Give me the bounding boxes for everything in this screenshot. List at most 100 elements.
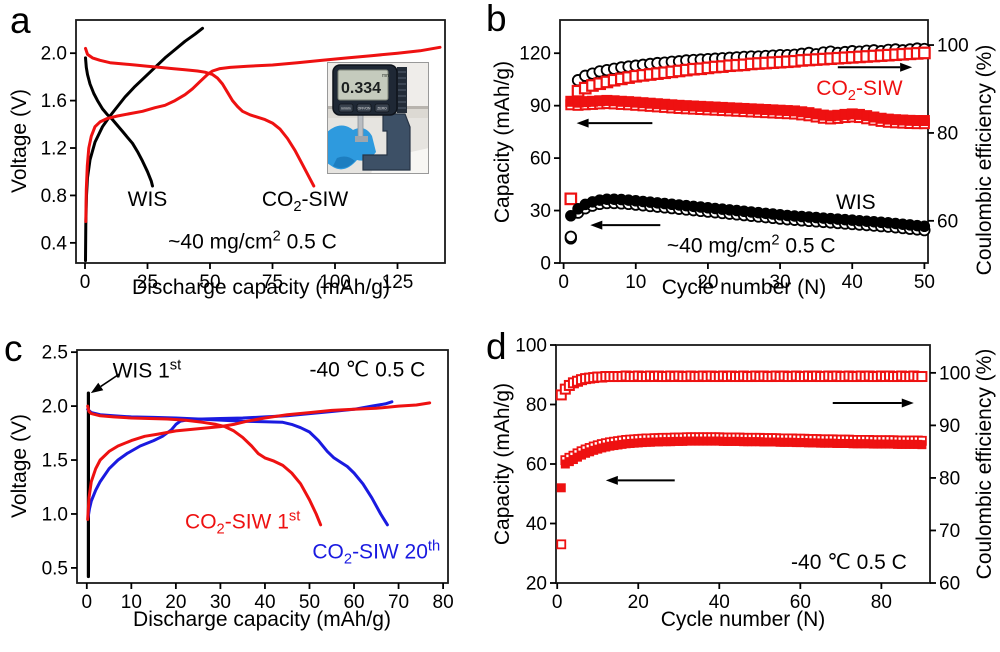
svg-text:60: 60	[530, 149, 551, 170]
svg-text:20: 20	[526, 574, 547, 595]
svg-text:40: 40	[254, 592, 275, 613]
panel-b-ylabel-right: Coulombic efficiency (%)	[973, 44, 996, 276]
panel-c-arrow	[90, 373, 121, 394]
panel-b-axes-box	[559, 19, 929, 264]
series-co2-siw-1st-discharge	[86, 404, 323, 527]
svg-text:60: 60	[343, 592, 364, 613]
panel-c-annotation-0: WIS 1st	[113, 357, 182, 382]
svg-text:1.0: 1.0	[42, 504, 68, 525]
panel-d-letter: d	[486, 326, 507, 367]
svg-text:80: 80	[871, 592, 892, 613]
svg-text:0: 0	[540, 254, 551, 275]
svg-text:1.2: 1.2	[41, 139, 67, 160]
svg-text:1.6: 1.6	[41, 91, 67, 112]
svg-text:90: 90	[939, 416, 960, 437]
panel-d-xlabel: Cycle number (N)	[660, 608, 826, 631]
gauge-button-offon	[356, 103, 372, 113]
gauge-button-zero	[374, 103, 390, 113]
svg-text:20: 20	[628, 592, 649, 613]
thickness-gauge: 0.334 mm in/mm OFF/ON ZERO	[332, 64, 411, 171]
series-wis-capacity-charge	[565, 193, 931, 233]
gauge-reading-unit: mm	[382, 73, 390, 79]
series-co2-siw-20th-discharge	[86, 407, 389, 527]
panel-a-annotation-0: WIS	[128, 188, 168, 211]
series-wis-discharge	[84, 56, 154, 188]
panel-a-letter: a	[10, 0, 31, 41]
svg-text:25: 25	[137, 272, 158, 293]
svg-text:0: 0	[80, 272, 91, 293]
svg-text:60: 60	[937, 211, 958, 232]
panel-a-annotation-1: CO2-SIW	[262, 188, 349, 215]
panel-b-ylabel-left: Capacity (mAh/g)	[491, 60, 514, 224]
panel-c-letter: c	[4, 328, 23, 369]
series-co2-siw-capacity-charge	[556, 436, 927, 493]
panel-a-xlabel: Discharge capacity (mAh/g)	[132, 276, 390, 299]
svg-text:75: 75	[262, 272, 283, 293]
panel-c-chart: 0 10 20 30 40 50 60 70 80 0.5 1.0 1.5 2.0 2.5 WIS 1st -…	[42, 343, 454, 613]
panel-c-annotation-2: CO2-SIW 1st	[185, 509, 300, 538]
panel-c-axes-box	[76, 349, 449, 584]
svg-text:10: 10	[121, 592, 142, 613]
svg-text:2.0: 2.0	[41, 44, 67, 65]
svg-text:30: 30	[770, 272, 791, 293]
panel-d-arrow	[832, 398, 914, 408]
svg-text:10: 10	[625, 272, 646, 293]
inset-photo: 0.334 mm in/mm OFF/ON ZERO	[327, 62, 429, 174]
gauge-anvil	[355, 136, 368, 142]
gauge-spindle	[357, 111, 364, 139]
svg-text:2.0: 2.0	[42, 397, 68, 418]
svg-text:0.8: 0.8	[41, 186, 67, 207]
panel-d-ylabel-right: Coulombic efficiency (%)	[973, 348, 996, 580]
panel-a-annotation-2: ~40 mg/cm2 0.5 C	[168, 229, 337, 254]
svg-text:50: 50	[299, 592, 320, 613]
svg-text:0.4: 0.4	[41, 233, 68, 254]
panel-b-arrow	[576, 118, 653, 128]
gauge-knurl-ridges	[398, 71, 406, 109]
panel-c-ticks: 0 10 20 30 40 50 60 70 80 0.5 1.0 1.5 2.0 2.5	[42, 343, 454, 613]
svg-text:80: 80	[433, 592, 454, 613]
panel-b-arrow	[590, 220, 661, 230]
svg-text:90: 90	[530, 96, 551, 117]
panel-b-annotation-1: WIS	[836, 191, 876, 214]
svg-text:0.5: 0.5	[42, 558, 68, 579]
panel-c-xlabel: Discharge capacity (mAh/g)	[133, 608, 391, 631]
gauge-reading: 0.334	[341, 80, 381, 97]
svg-text:0: 0	[558, 272, 569, 293]
panel-c-annotation-3: CO2-SIW 20th	[312, 539, 440, 568]
series-wis-charge	[84, 26, 204, 263]
svg-text:0: 0	[82, 592, 93, 613]
panel-b-xlabel: Cycle number (N)	[661, 276, 827, 299]
gauge-lcd	[337, 69, 389, 101]
svg-text:50: 50	[199, 272, 220, 293]
series-co2-siw-discharge	[84, 46, 316, 188]
svg-text:100: 100	[937, 36, 969, 57]
gauge-button-zero-label: ZERO	[377, 107, 387, 111]
gauge-button-inmm-label: in/mm	[341, 107, 350, 111]
panel-a-axes-box	[75, 19, 446, 264]
svg-text:20: 20	[697, 272, 718, 293]
svg-text:40: 40	[526, 514, 547, 535]
svg-text:80: 80	[939, 468, 960, 489]
svg-text:30: 30	[530, 201, 551, 222]
svg-text:0: 0	[552, 592, 563, 613]
svg-text:30: 30	[210, 592, 231, 613]
inset-border	[327, 62, 429, 174]
panel-b-ticks: 0 10 20 30 40 50 0 30 60 90 120 60 80 100	[519, 36, 968, 293]
panel-b-letter: b	[486, 0, 507, 39]
svg-text:40: 40	[842, 272, 863, 293]
gauge-buttons: in/mm OFF/ON ZERO	[338, 103, 390, 113]
svg-text:80: 80	[526, 395, 547, 416]
series-co2-siw-1st-charge	[86, 401, 432, 521]
svg-text:125: 125	[382, 272, 414, 293]
series-co2-siw-charge	[84, 45, 442, 223]
svg-text:60: 60	[790, 592, 811, 613]
svg-text:100: 100	[515, 336, 547, 357]
panel-b-arrow	[837, 62, 913, 72]
svg-text:60: 60	[526, 455, 547, 476]
gauge-frame	[362, 113, 411, 171]
panel-a-ylabel: Voltage (V)	[8, 89, 31, 193]
